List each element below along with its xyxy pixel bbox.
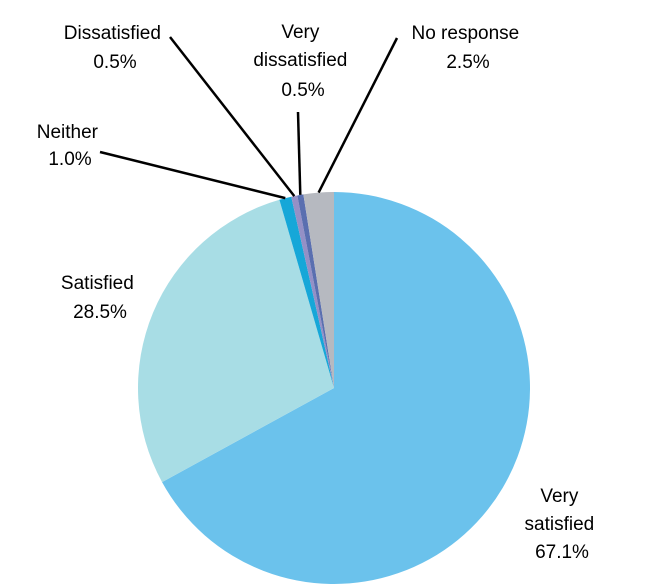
slice-value-dissatisfied: 0.5% bbox=[93, 52, 136, 73]
pie-slices bbox=[138, 191, 531, 584]
slice-value-satisfied: 28.5% bbox=[73, 302, 127, 323]
slice-label-neither: Neither 1.0% bbox=[37, 122, 104, 170]
slice-label-very-dissatisfied: Very dissatisfied 0.5% bbox=[253, 22, 352, 101]
slice-value-very-dissatisfied: 0.5% bbox=[281, 80, 324, 101]
slice-satisfied bbox=[138, 199, 334, 483]
slice-value-very-satisfied: 67.1% bbox=[535, 542, 589, 563]
leader-lines bbox=[99, 36, 399, 200]
slice-value-neither: 1.0% bbox=[48, 149, 91, 170]
slice-label-satisfied: Satisfied 28.5% bbox=[61, 273, 139, 323]
leader-line-no-response bbox=[317, 37, 399, 194]
slice-no-response bbox=[303, 192, 334, 388]
slice-label-very-satisfied: Very satisfied 67.1% bbox=[525, 486, 600, 563]
leader-line-neither bbox=[99, 150, 286, 200]
leader-line-dissatisfied bbox=[169, 36, 296, 197]
slice-dissatisfied bbox=[291, 195, 334, 388]
leader-line-very-dissatisfied bbox=[296, 111, 302, 195]
slice-label-no-response: No response 2.5% bbox=[411, 23, 524, 73]
slice-very-satisfied bbox=[162, 191, 531, 584]
slice-value-no-response: 2.5% bbox=[446, 52, 489, 73]
slice-very-dissatisfied bbox=[297, 194, 334, 388]
slice-label-dissatisfied: Dissatisfied 0.5% bbox=[64, 23, 166, 73]
slice-neither bbox=[279, 196, 334, 388]
